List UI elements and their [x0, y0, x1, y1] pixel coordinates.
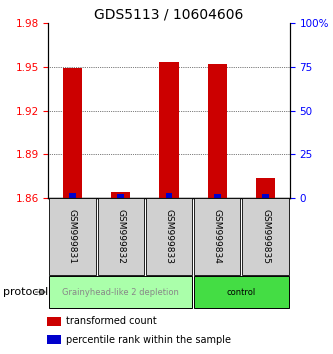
Bar — [69, 193, 76, 198]
Text: control: control — [227, 287, 256, 297]
FancyBboxPatch shape — [194, 198, 240, 275]
Bar — [111, 192, 130, 198]
Text: transformed count: transformed count — [66, 316, 157, 326]
FancyBboxPatch shape — [98, 198, 144, 275]
Text: Grainyhead-like 2 depletion: Grainyhead-like 2 depletion — [62, 287, 179, 297]
Bar — [159, 62, 178, 198]
Bar — [262, 194, 269, 198]
Bar — [214, 194, 221, 198]
Bar — [166, 193, 172, 198]
Bar — [47, 336, 61, 344]
Bar — [63, 68, 82, 198]
Bar — [208, 64, 227, 198]
Text: GSM999831: GSM999831 — [68, 209, 77, 264]
Text: GSM999832: GSM999832 — [116, 209, 125, 264]
Text: GSM999833: GSM999833 — [165, 209, 173, 264]
Title: GDS5113 / 10604606: GDS5113 / 10604606 — [94, 8, 244, 22]
FancyBboxPatch shape — [146, 198, 192, 275]
Text: GSM999834: GSM999834 — [213, 209, 222, 264]
FancyBboxPatch shape — [49, 276, 192, 308]
Text: percentile rank within the sample: percentile rank within the sample — [66, 335, 231, 345]
Text: GSM999835: GSM999835 — [261, 209, 270, 264]
FancyBboxPatch shape — [194, 276, 289, 308]
Text: protocol: protocol — [3, 287, 49, 297]
Bar — [117, 194, 124, 198]
FancyBboxPatch shape — [49, 198, 96, 275]
Bar — [256, 178, 275, 198]
Bar — [47, 317, 61, 326]
FancyBboxPatch shape — [242, 198, 289, 275]
